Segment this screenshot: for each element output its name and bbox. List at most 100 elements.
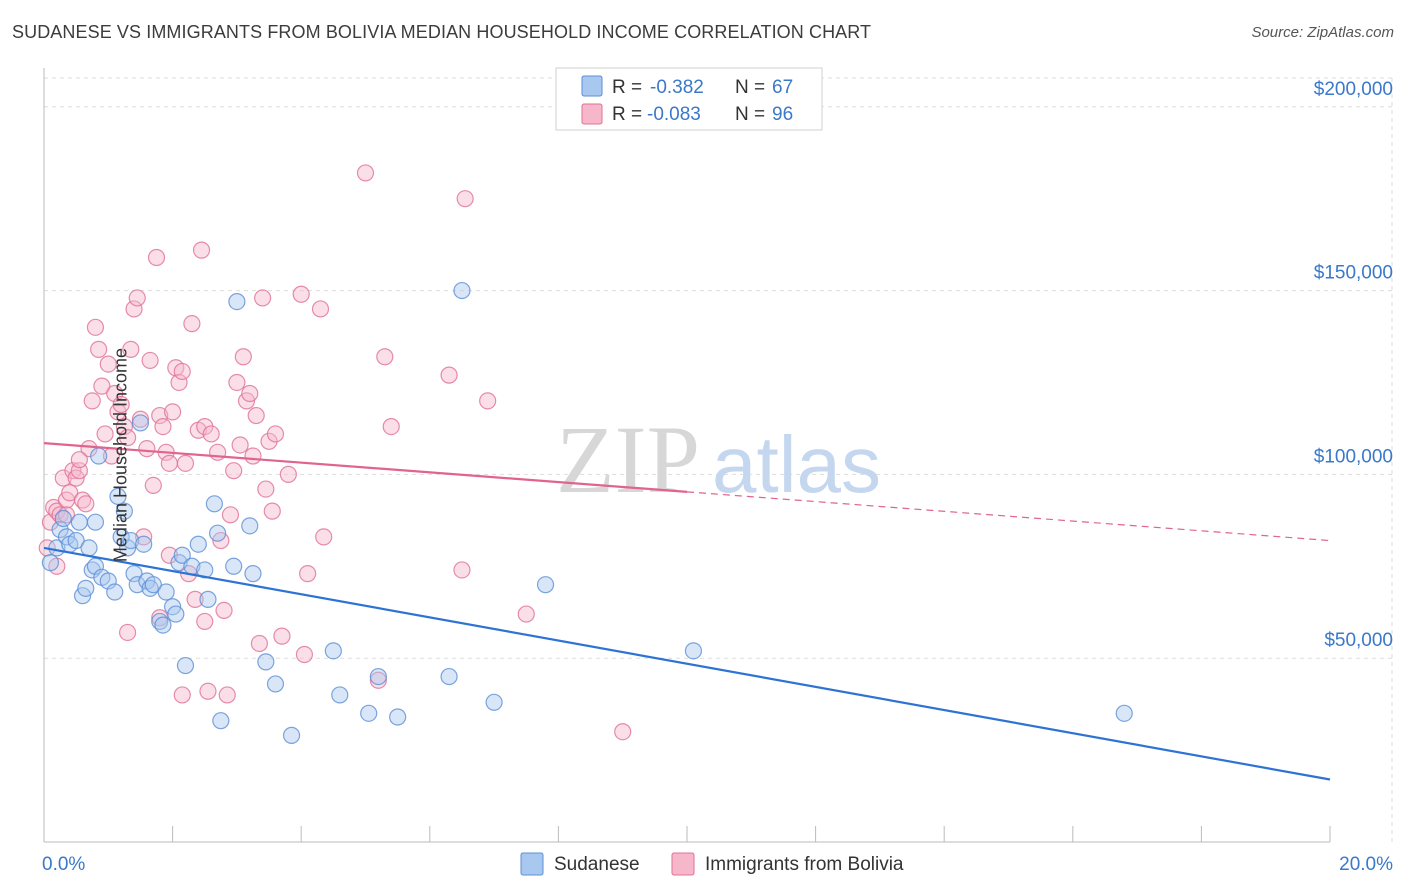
sudanese-point-26 bbox=[135, 535, 153, 553]
bolivia-point-51 bbox=[202, 425, 220, 443]
stats-swatch-bolivia bbox=[581, 103, 603, 125]
y-tick-label-1: $100,000 bbox=[1314, 446, 1393, 467]
sudanese-point-13 bbox=[86, 513, 105, 531]
sudanese-point-3 bbox=[54, 509, 72, 528]
bolivia-point-66 bbox=[254, 289, 272, 307]
bolivia-point-72 bbox=[292, 285, 310, 303]
stats-swatch-sudanese bbox=[581, 75, 603, 97]
trend-line-sudanese bbox=[43, 546, 1331, 781]
legend-swatch-sudanese bbox=[520, 852, 544, 876]
stats-legend: R = -0.382 N = 67 R = -0.083 N = 96 bbox=[555, 67, 823, 131]
bolivia-point-69 bbox=[263, 502, 281, 520]
sudanese-point-51 bbox=[282, 726, 301, 744]
legend-swatch-bolivia bbox=[671, 852, 695, 876]
sudanese-point-46 bbox=[228, 293, 246, 311]
bolivia-point-86 bbox=[614, 723, 632, 741]
legend-label-sudanese: Sudanese bbox=[554, 854, 640, 875]
sudanese-point-53 bbox=[331, 686, 349, 704]
sudanese-point-61 bbox=[684, 642, 703, 660]
bolivia-point-84 bbox=[479, 392, 497, 410]
sudanese-point-0 bbox=[41, 554, 60, 572]
bolivia-point-70 bbox=[266, 425, 285, 443]
bolivia-point-60 bbox=[234, 348, 252, 366]
stats-r-label-sudanese: R = bbox=[612, 77, 642, 98]
bolivia-point-45 bbox=[183, 315, 201, 333]
bolivia-point-25 bbox=[118, 429, 137, 447]
bolivia-point-79 bbox=[376, 348, 394, 366]
sudanese-point-36 bbox=[173, 546, 191, 564]
sudanese-point-58 bbox=[453, 281, 471, 300]
bolivia-point-81 bbox=[440, 366, 458, 384]
stats-n-value-sudanese: 67 bbox=[772, 77, 793, 98]
sudanese-point-34 bbox=[167, 605, 185, 623]
sudanese-point-60 bbox=[536, 576, 555, 594]
bolivia-point-64 bbox=[247, 406, 265, 425]
bolivia-point-82 bbox=[453, 561, 471, 579]
bolivia-point-89 bbox=[118, 623, 137, 642]
bolivia-point-23 bbox=[112, 395, 130, 414]
x-tick-label-max: 20.0% bbox=[1339, 854, 1393, 875]
trend-lines bbox=[43, 442, 1331, 781]
sudanese-point-18 bbox=[109, 487, 127, 506]
bolivia-point-28 bbox=[128, 289, 146, 307]
bolivia-point-41 bbox=[170, 373, 188, 392]
bolivia-point-67 bbox=[257, 480, 275, 498]
chart-title: SUDANESE VS IMMIGRANTS FROM BOLIVIA MEDI… bbox=[12, 22, 872, 42]
sudanese-point-50 bbox=[266, 675, 285, 693]
watermark: ZIP atlas bbox=[556, 406, 881, 513]
bolivia-point-65 bbox=[250, 634, 269, 653]
bolivia-point-29 bbox=[131, 410, 150, 428]
bolivia-point-12 bbox=[77, 495, 95, 513]
sudanese-point-45 bbox=[225, 557, 243, 575]
sudanese-point-32 bbox=[157, 583, 175, 601]
sudanese-point-22 bbox=[122, 531, 140, 550]
sudanese-point-54 bbox=[360, 704, 378, 722]
sudanese-point-62 bbox=[1115, 704, 1133, 722]
bolivia-point-48 bbox=[192, 241, 211, 259]
bolivia-point-27 bbox=[125, 300, 143, 318]
bolivia-point-42 bbox=[173, 362, 191, 381]
bolivia-point-39 bbox=[164, 403, 182, 421]
trend-line-bolivia-solid bbox=[43, 442, 688, 493]
y-tick-label-0: $50,000 bbox=[1324, 630, 1393, 651]
sudanese-point-48 bbox=[244, 565, 262, 583]
bolivia-point-75 bbox=[311, 300, 330, 318]
stats-r-value-sudanese: -0.382 bbox=[650, 77, 704, 98]
bolivia-point-62 bbox=[241, 384, 259, 403]
sudanese-point-17 bbox=[106, 583, 124, 601]
series-sudanese-points bbox=[41, 281, 1133, 744]
sudanese-point-59 bbox=[485, 693, 503, 711]
watermark-zip: ZIP bbox=[556, 406, 700, 513]
legend-label-bolivia: Immigrants from Bolivia bbox=[705, 854, 904, 875]
sudanese-point-31 bbox=[154, 616, 172, 634]
bolivia-point-73 bbox=[295, 645, 314, 664]
sudanese-point-10 bbox=[80, 539, 98, 557]
bolivia-point-55 bbox=[218, 686, 236, 704]
series-bolivia-points bbox=[38, 164, 632, 741]
sudanese-point-56 bbox=[389, 708, 407, 726]
bolivia-point-58 bbox=[228, 373, 246, 392]
bolivia-point-93 bbox=[196, 612, 214, 631]
sudanese-point-29 bbox=[144, 576, 162, 594]
bolivia-point-30 bbox=[135, 528, 153, 546]
bolivia-point-95 bbox=[279, 465, 297, 483]
y-axis-label: Median Household Income bbox=[110, 347, 131, 563]
stats-r-value-bolivia: -0.083 bbox=[647, 104, 701, 125]
bolivia-point-71 bbox=[273, 627, 291, 645]
trend-line-bolivia-dashed bbox=[686, 491, 1331, 542]
sudanese-point-39 bbox=[189, 535, 207, 553]
sudanese-point-43 bbox=[209, 524, 227, 542]
bolivia-point-59 bbox=[231, 436, 249, 454]
stats-n-value-bolivia: 96 bbox=[772, 104, 793, 125]
bolivia-point-77 bbox=[356, 164, 375, 182]
bolivia-point-83 bbox=[456, 190, 474, 208]
bolivia-point-19 bbox=[99, 355, 117, 373]
stats-r-label-bolivia: R = bbox=[612, 104, 642, 125]
bolivia-point-35 bbox=[151, 406, 169, 425]
bolivia-point-88 bbox=[173, 686, 191, 704]
y-tick-label-3: $200,000 bbox=[1314, 79, 1393, 100]
bolivia-point-74 bbox=[299, 565, 317, 583]
sudanese-point-47 bbox=[241, 517, 259, 535]
sudanese-point-52 bbox=[324, 642, 342, 660]
